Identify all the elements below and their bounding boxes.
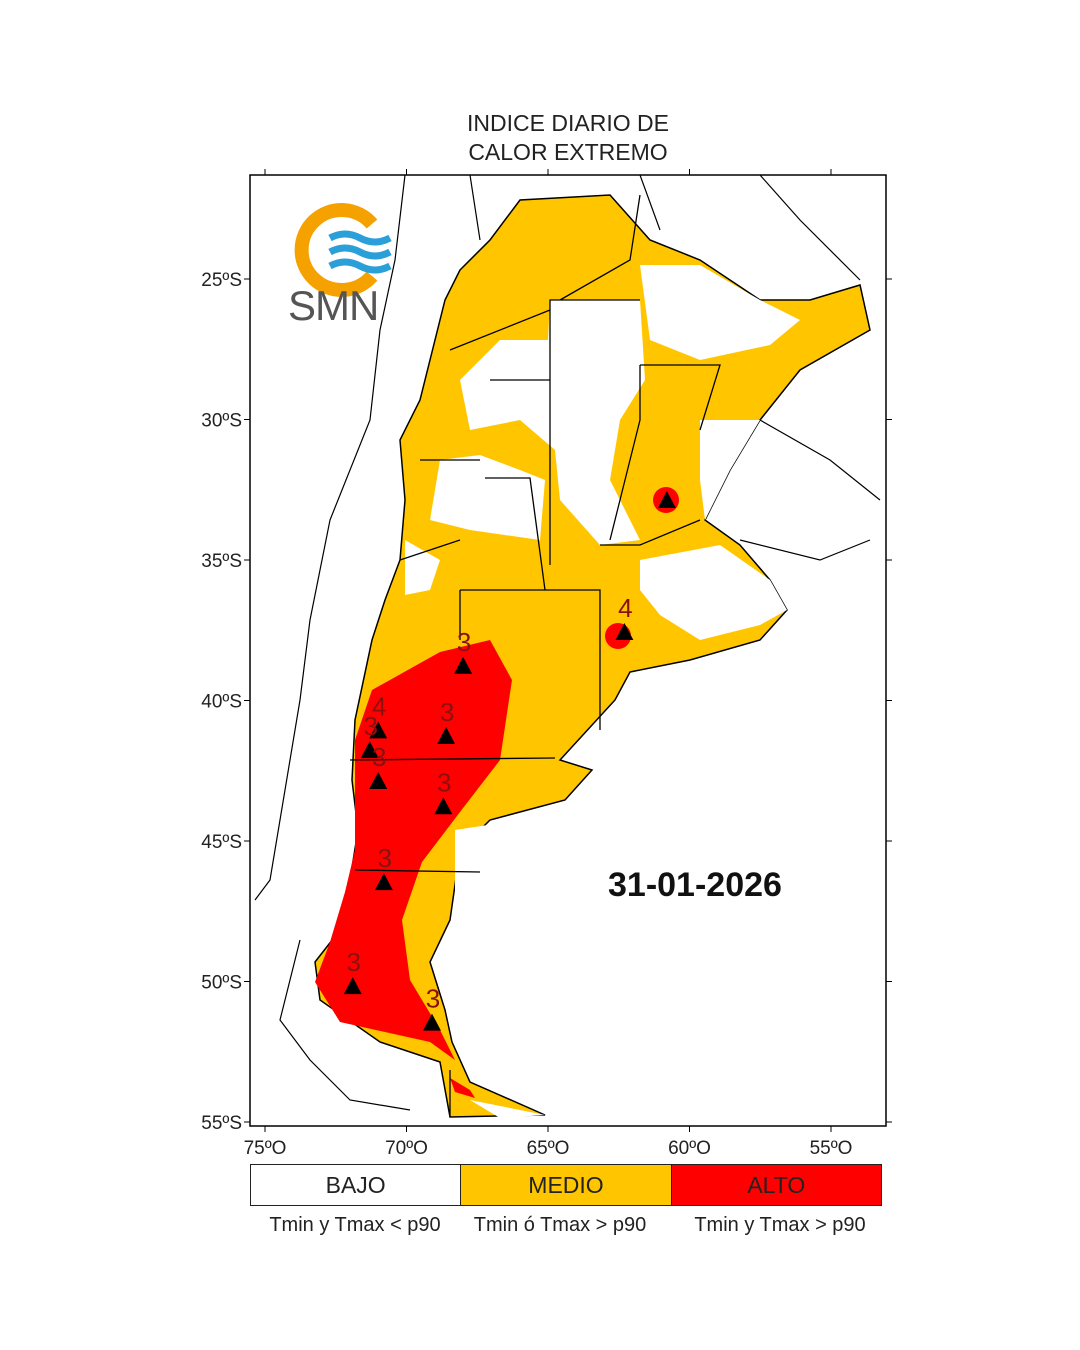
lon-tick-label: 70ºO — [385, 1138, 428, 1159]
map-frame — [249, 174, 887, 1127]
neighbor-borders — [469, 175, 881, 561]
lon-tick-label: 55ºO — [810, 1138, 853, 1159]
alto-spot — [450, 1078, 475, 1098]
lat-tick-label: 25ºS — [201, 270, 242, 291]
station-triangle-icon — [434, 797, 453, 815]
station-triangle-icon — [374, 873, 393, 891]
station-value: 4 — [372, 691, 386, 721]
station-triangle-icon — [454, 656, 473, 674]
legend-bajo-desc: Tmin y Tmax < p90 — [269, 1214, 441, 1236]
station-value: 3 — [457, 627, 471, 657]
legend-bar: BAJO MEDIO ALTO — [250, 1164, 882, 1206]
station-value: 3 — [372, 742, 386, 772]
station-triangle-icon — [422, 1013, 441, 1031]
chile-coast — [254, 175, 411, 1111]
station-value: 4 — [618, 593, 632, 623]
lon-tick-label: 60ºO — [668, 1138, 711, 1159]
province-borders — [349, 194, 721, 1117]
legend-alto-desc: Tmin y Tmax > p90 — [694, 1214, 866, 1236]
station-triangle-icon — [369, 721, 388, 739]
map-date: 31-01-2026 — [608, 866, 782, 904]
lon-tick-label: 75ºO — [244, 1138, 287, 1159]
lat-tick-label: 55ºS — [201, 1113, 242, 1134]
alto-region — [315, 640, 512, 1060]
station-value: 3 — [346, 947, 360, 977]
lat-tick-label: 45ºS — [201, 832, 242, 853]
legend-bajo: BAJO — [251, 1165, 462, 1205]
lat-tick-label: 30ºS — [201, 411, 242, 432]
station-triangle-icon — [360, 741, 379, 759]
station-value: 3 — [440, 697, 454, 727]
station-triangle-icon — [343, 977, 362, 995]
station-triangle-icon — [657, 490, 676, 508]
station-value: 3 — [378, 843, 392, 873]
lon-tick-label: 65ºO — [527, 1138, 570, 1159]
smn-logo-icon — [294, 203, 392, 297]
station-value: 3 — [363, 711, 377, 741]
station-triangle-icon — [437, 727, 456, 745]
legend-medio-desc: Tmin ó Tmax > p90 — [473, 1214, 647, 1236]
legend-alto: ALTO — [671, 1165, 881, 1205]
lat-tick-label: 40ºS — [201, 692, 242, 713]
map-title-line1: INDICE DIARIO DE — [467, 110, 669, 136]
smn-logo-text: SMN — [288, 282, 379, 329]
map-title-line2: CALOR EXTREMO — [468, 139, 668, 165]
station-triangle-icon — [369, 771, 388, 789]
bajo-regions — [405, 265, 800, 1118]
lat-tick-label: 50ºS — [201, 973, 242, 994]
station-value: 3 — [437, 767, 451, 797]
station-value: 3 — [426, 984, 440, 1014]
lat-tick-label: 35ºS — [201, 551, 242, 572]
station-triangle-icon — [615, 623, 634, 641]
legend-medio: MEDIO — [461, 1165, 672, 1205]
